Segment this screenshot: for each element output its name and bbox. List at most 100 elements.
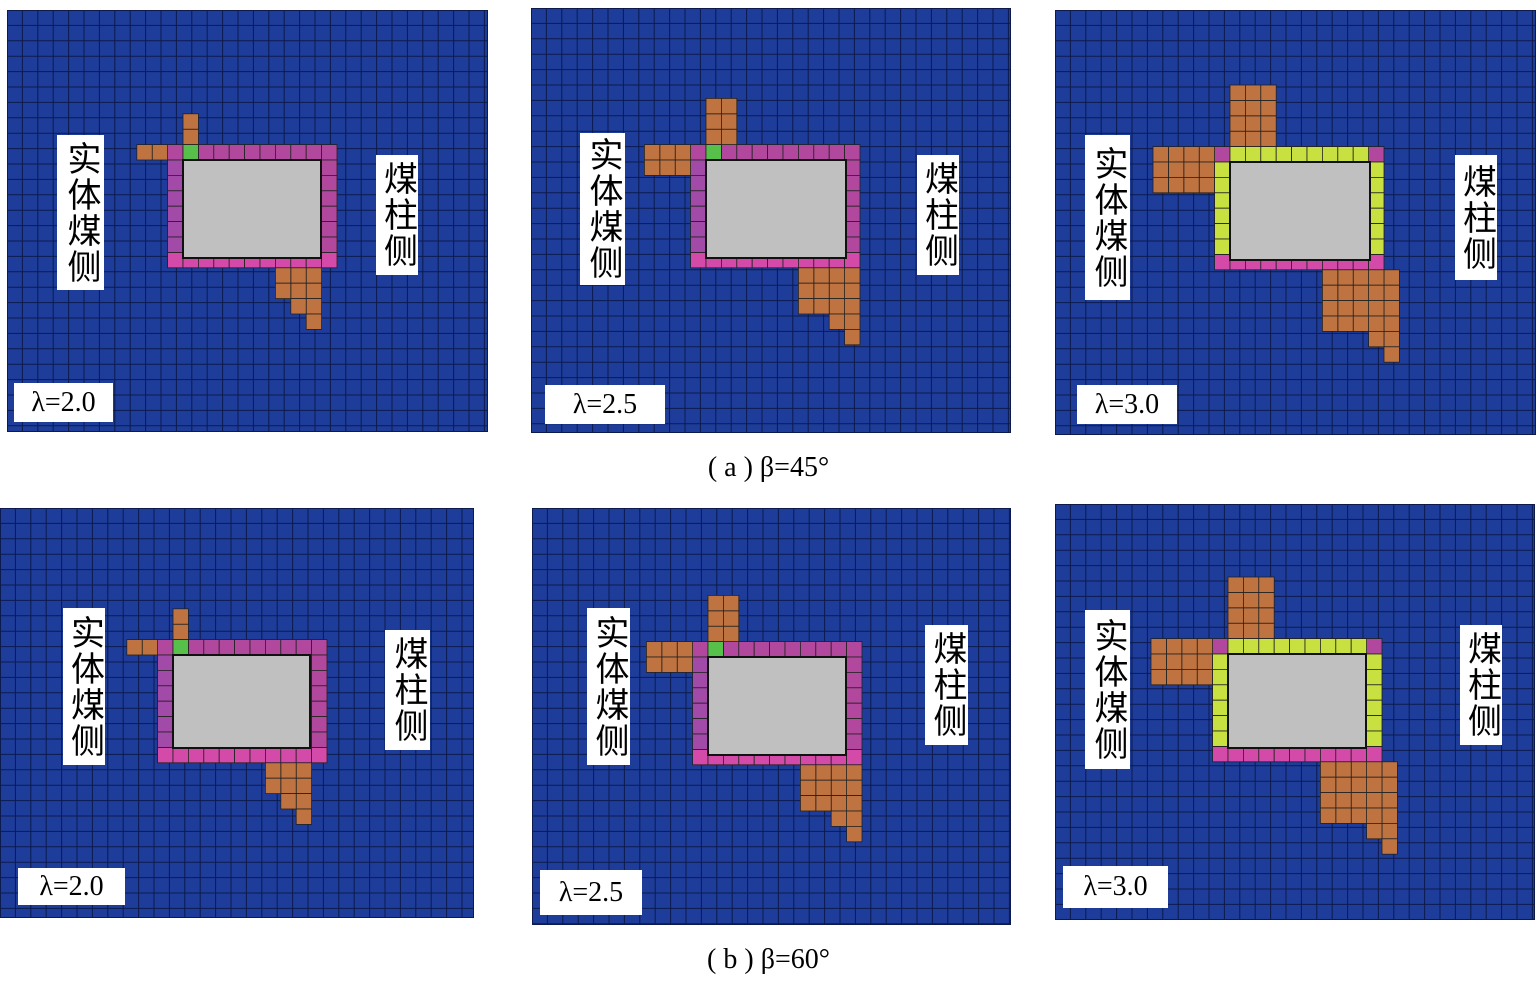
yield-cell	[1260, 100, 1277, 117]
left-label: 实体煤侧	[63, 608, 105, 765]
yield-cell	[1196, 668, 1213, 686]
yield-cell	[1275, 146, 1292, 163]
yield-cell	[1321, 146, 1339, 163]
yield-cell	[280, 777, 297, 795]
yield-cell	[157, 731, 174, 748]
yield-cell	[707, 625, 724, 642]
yield-cell	[1304, 638, 1321, 655]
yield-cell	[661, 656, 678, 673]
yield-cell	[1366, 668, 1383, 686]
yield-cell	[1289, 638, 1306, 655]
left-label: 实体煤侧	[587, 608, 630, 765]
yield-cell	[172, 639, 189, 656]
yield-cell	[182, 144, 199, 161]
yield-cell	[722, 610, 740, 627]
yield-cell	[1366, 653, 1383, 670]
yield-cell	[720, 113, 738, 130]
yield-cell	[828, 313, 846, 330]
yield-cell	[151, 144, 168, 161]
yield-cell	[1212, 638, 1229, 655]
right-label: 煤柱侧	[1460, 625, 1502, 745]
yield-cell	[1229, 100, 1246, 117]
yield-cell	[813, 298, 830, 315]
yield-cell	[157, 654, 174, 671]
yield-cell	[172, 623, 189, 640]
yield-cell	[815, 764, 832, 781]
yield-cell	[249, 746, 266, 764]
lambda-label: λ=2.0	[18, 868, 125, 905]
yield-cell	[736, 144, 753, 161]
yield-cell	[813, 144, 830, 161]
yield-cell	[846, 641, 863, 658]
yield-cell	[720, 144, 738, 161]
yield-cell	[1242, 638, 1260, 655]
yield-cell	[1229, 84, 1246, 101]
panel: 实体煤侧 煤柱侧 λ=2.5	[532, 508, 1011, 925]
roadway	[1227, 653, 1367, 749]
yield-cell	[830, 779, 848, 797]
yield-cell	[1183, 146, 1200, 163]
left-label: 实体煤侧	[1085, 135, 1130, 300]
yield-cell	[644, 159, 661, 176]
yield-cell	[767, 144, 784, 161]
yield-cell	[157, 669, 174, 687]
panel: 实体煤侧 煤柱侧 λ=2.0	[0, 508, 474, 918]
yield-cell	[769, 641, 786, 658]
yield-cell	[249, 639, 266, 656]
yield-cell	[274, 282, 292, 300]
yield-cell	[157, 685, 174, 702]
yield-cell	[659, 159, 676, 176]
yield-cell	[828, 282, 846, 300]
yield-cell	[280, 639, 297, 656]
yield-cell	[1350, 792, 1368, 809]
roadway	[705, 159, 847, 259]
caption: ( a ) β=45°	[707, 452, 830, 483]
yield-cell	[705, 128, 722, 145]
yield-cell	[1183, 161, 1200, 178]
yield-cell	[844, 328, 861, 346]
yield-cell	[1319, 776, 1337, 794]
yield-cell	[1366, 638, 1383, 655]
yield-cell	[1335, 792, 1352, 809]
yield-cell	[1196, 638, 1213, 655]
yield-cell	[1352, 146, 1370, 163]
yield-cell	[311, 716, 328, 733]
yield-cell	[157, 746, 174, 764]
yield-cell	[311, 669, 328, 687]
yield-cell	[846, 702, 863, 719]
yield-cell	[305, 313, 323, 330]
yield-cell	[1368, 300, 1385, 317]
yield-cell	[167, 205, 184, 222]
yield-cell	[646, 656, 663, 673]
yield-cell	[1337, 269, 1354, 286]
yield-cell	[1381, 838, 1398, 855]
yield-cell	[1168, 176, 1185, 194]
yield-cell	[1214, 192, 1231, 209]
yield-cell	[295, 808, 313, 825]
yield-cell	[690, 205, 707, 222]
yield-cell	[187, 639, 205, 656]
yield-cell	[676, 641, 693, 658]
yield-cell	[738, 641, 755, 658]
yield-cell	[659, 144, 676, 161]
yield-cell	[1244, 146, 1262, 163]
yield-cell	[1383, 330, 1400, 348]
yield-cell	[1227, 576, 1244, 593]
yield-cell	[1335, 807, 1352, 824]
yield-cell	[1258, 592, 1275, 609]
yield-cell	[264, 777, 282, 795]
yield-cell	[722, 595, 740, 612]
yield-cell	[172, 746, 189, 764]
yield-cell	[264, 746, 282, 764]
yield-cell	[305, 144, 323, 161]
yield-cell	[218, 746, 235, 764]
yield-cell	[213, 144, 230, 161]
yield-cell	[290, 267, 307, 284]
yield-cell	[1229, 130, 1246, 147]
yield-cell	[846, 671, 863, 689]
yield-cell	[1258, 576, 1275, 593]
yield-cell	[234, 639, 251, 656]
yield-cell	[815, 795, 832, 812]
yield-cell	[1150, 668, 1167, 686]
yield-cell	[1242, 622, 1260, 639]
